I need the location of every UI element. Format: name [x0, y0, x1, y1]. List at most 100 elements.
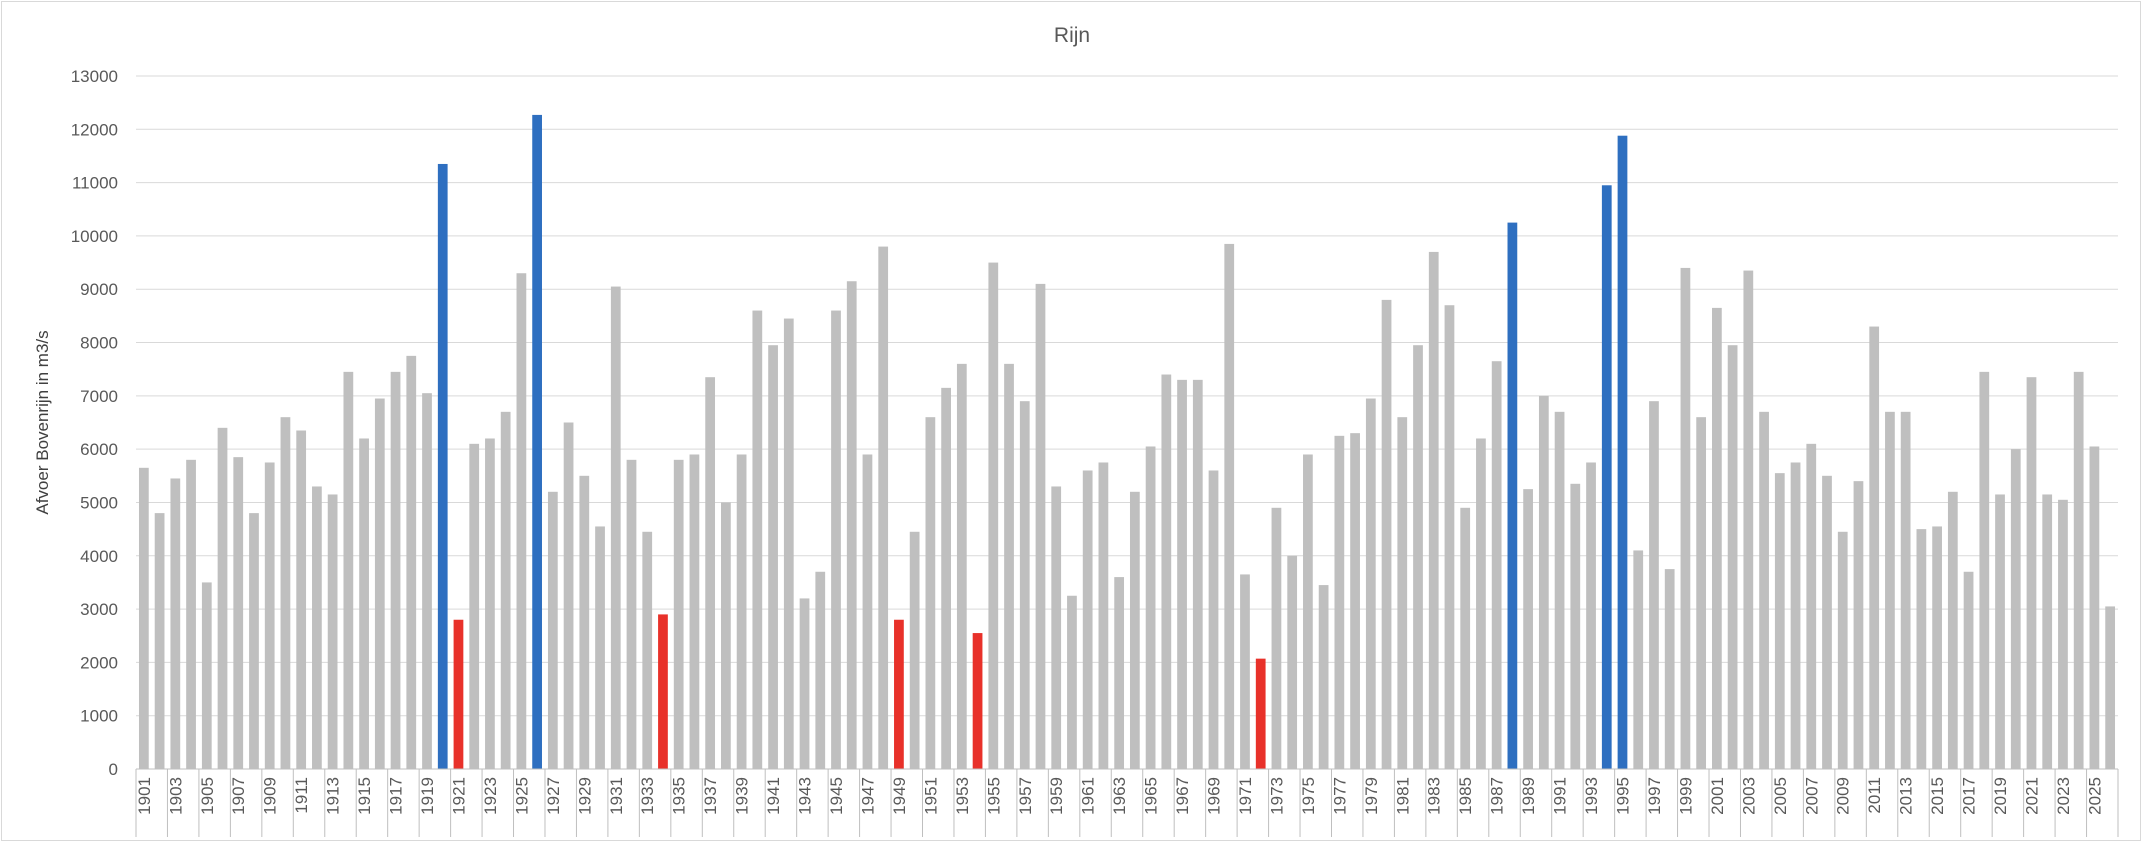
bar-1975	[1303, 454, 1313, 769]
bar-1908	[249, 513, 259, 769]
bar-1943	[799, 598, 810, 769]
x-tick-label: 1977	[1330, 777, 1349, 815]
x-tick-label: 1923	[481, 777, 500, 815]
bar-1995	[1617, 135, 1628, 769]
x-tick-label: 1951	[921, 777, 940, 815]
x-tick-label: 1937	[701, 777, 720, 815]
bar-1944	[815, 571, 826, 769]
bar-1947	[862, 454, 873, 769]
bar-1906	[217, 427, 228, 769]
bar-1993	[1586, 462, 1596, 769]
y-tick-label: 8000	[80, 334, 118, 353]
bar-2020	[2010, 449, 2021, 769]
bar-1997	[1649, 401, 1659, 769]
bar-2006	[1790, 462, 1801, 769]
bar-1925	[516, 273, 527, 769]
bar-2013	[1900, 411, 1911, 769]
bar-1907	[233, 457, 244, 769]
y-tick-label: 10000	[71, 227, 118, 246]
bar-1953	[956, 363, 967, 769]
x-tick-label: 1987	[1488, 777, 1507, 815]
x-tick-label: 1941	[764, 777, 783, 815]
y-tick-label: 5000	[80, 493, 118, 512]
bar-1977	[1334, 435, 1345, 769]
x-tick-label: 2007	[1802, 777, 1821, 815]
x-tick-label: 1999	[1676, 777, 1695, 815]
x-tick-label: 1981	[1393, 777, 1412, 815]
bar-1910	[280, 417, 291, 769]
bar-1976	[1318, 585, 1329, 769]
bar-1991	[1554, 411, 1565, 769]
x-tick-label: 1959	[1047, 777, 1066, 815]
x-tick-label: 1965	[1142, 777, 1161, 815]
x-axis-tick-labels: 1901 1903 1905 1907 1909 1911 1913 1915 1917 1919…	[135, 769, 2119, 837]
bar-1999	[1680, 267, 1691, 769]
x-tick-label: 2013	[1897, 777, 1916, 815]
bar-1931	[610, 286, 621, 769]
bar-2000	[1696, 417, 1707, 769]
bar-1994	[1601, 185, 1612, 769]
bar-2010	[1853, 481, 1864, 769]
y-tick-label: 2000	[80, 653, 118, 672]
bar-1988	[1507, 222, 1518, 770]
bar-1911	[296, 430, 307, 769]
x-tick-label: 1991	[1551, 777, 1570, 815]
x-tick-label: 1929	[575, 777, 594, 815]
y-axis-tick-labels: 0 1000 2000 3000 4000 5000 6000 7000 8000 9000 100…	[71, 67, 118, 779]
bar-1933	[642, 531, 653, 769]
bar-1989	[1523, 489, 1533, 769]
bar-1934	[658, 614, 668, 769]
x-tick-label: 1963	[1110, 777, 1129, 815]
x-tick-label: 2025	[2085, 777, 2104, 815]
bar-1922	[469, 443, 480, 769]
bar-1961	[1082, 470, 1093, 769]
bar-1987	[1491, 361, 1502, 769]
bar-1986	[1476, 438, 1486, 769]
bar-2001	[1712, 307, 1722, 769]
x-tick-label: 1931	[607, 777, 626, 815]
bar-1967	[1177, 379, 1187, 769]
bar-1964	[1129, 491, 1140, 769]
x-tick-label: 2015	[1928, 777, 1947, 815]
bar-1940	[752, 310, 763, 769]
bar-1939	[736, 454, 747, 769]
bar-1957	[1019, 401, 1030, 769]
x-tick-label: 2009	[1834, 777, 1853, 815]
bar-1942	[783, 318, 794, 769]
bar-2011	[1869, 326, 1880, 769]
bar-1929	[579, 475, 590, 769]
y-tick-label: 11000	[72, 174, 118, 193]
x-tick-label: 2003	[1739, 777, 1758, 815]
x-tick-label: 1973	[1267, 777, 1286, 815]
bar-1948	[878, 246, 889, 769]
bar-1905	[201, 582, 212, 769]
bar-2008	[1822, 475, 1832, 769]
bar-2007	[1806, 443, 1817, 769]
bar-1916	[374, 398, 385, 769]
y-tick-label: 0	[109, 760, 118, 779]
x-tick-label: 1961	[1079, 777, 1098, 815]
bar-2017	[1963, 571, 1974, 769]
bar-2015	[1932, 526, 1942, 769]
x-tick-label: 1939	[733, 777, 752, 815]
bar-1980	[1381, 299, 1392, 769]
bar-1970	[1224, 243, 1235, 770]
bar-1990	[1538, 395, 1549, 769]
bar-2025	[2089, 446, 2100, 769]
x-tick-label: 1955	[984, 777, 1003, 815]
x-tick-label: 1911	[292, 777, 311, 814]
bar-1901	[138, 467, 149, 769]
bar-2019	[1995, 494, 2005, 769]
bar-1973	[1271, 507, 1282, 769]
x-tick-label: 1913	[324, 777, 343, 815]
x-tick-label: 2005	[1771, 777, 1790, 815]
bar-1982	[1413, 345, 1423, 769]
x-tick-label: 1945	[827, 777, 846, 815]
x-tick-label: 1907	[229, 777, 248, 815]
x-tick-label: 1949	[890, 777, 909, 815]
bar-1949	[894, 619, 904, 769]
bar-1927	[547, 491, 558, 769]
y-tick-label: 13000	[71, 67, 118, 86]
bar-1981	[1397, 417, 1408, 769]
